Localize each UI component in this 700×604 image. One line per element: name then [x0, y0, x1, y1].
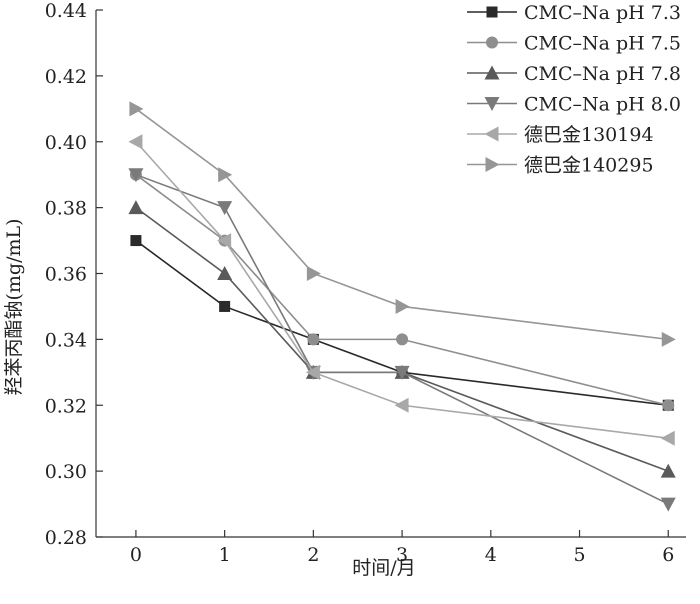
data-point [660, 497, 676, 512]
x-tick-label: 1 [219, 544, 231, 566]
legend-entry: CMC–Na pH 7.3 [467, 2, 681, 24]
legend-marker [486, 36, 498, 49]
legend-entry: CMC–Na pH 7.8 [467, 63, 681, 85]
data-point [662, 399, 675, 412]
series-layer [128, 101, 676, 512]
data-point [394, 397, 409, 413]
y-tick-label: 0.42 [45, 66, 87, 88]
legend-marker [486, 6, 498, 18]
x-tick-label: 4 [485, 544, 497, 566]
legend-entry: CMC–Na pH 7.5 [467, 33, 681, 55]
legend-marker [484, 97, 500, 111]
data-point [128, 200, 144, 215]
data-point [660, 430, 675, 446]
series-5 [128, 134, 675, 446]
data-point [130, 235, 142, 247]
data-point [219, 300, 231, 312]
y-tick-label: 0.32 [45, 395, 87, 417]
y-tick-label: 0.28 [45, 527, 87, 549]
data-point [129, 101, 144, 117]
data-point [128, 134, 143, 150]
y-axis-label: 羟苯丙酯钠(mg/mL) [3, 218, 25, 395]
x-tick-label: 0 [130, 544, 142, 566]
series-1 [130, 235, 674, 411]
x-tick-label: 3 [396, 544, 408, 566]
x-axis-label: 时间/月 [352, 557, 415, 579]
data-point [307, 333, 320, 346]
series-6 [129, 101, 676, 347]
data-point [128, 168, 144, 183]
legend-label: 德巴金140295 [524, 155, 654, 177]
legend-marker [484, 65, 500, 80]
data-point [217, 201, 233, 216]
data-point [396, 333, 409, 346]
legend-label: CMC–Na pH 7.5 [524, 33, 681, 55]
data-point [217, 266, 233, 280]
y-tick-label: 0.36 [45, 264, 87, 286]
y-tick-label: 0.38 [45, 198, 87, 220]
x-tick-label: 2 [307, 544, 319, 566]
data-point [660, 463, 676, 478]
y-tick-label: 0.40 [45, 132, 87, 154]
legend-label: 德巴金130194 [524, 124, 654, 146]
y-tick-label: 0.30 [45, 461, 87, 483]
legend-label: CMC–Na pH 7.8 [524, 63, 681, 85]
x-tick-label: 5 [573, 544, 585, 566]
legend-entry: 德巴金130194 [467, 124, 654, 146]
y-tick-label: 0.34 [45, 329, 87, 351]
legend-entry: 德巴金140295 [467, 155, 654, 177]
data-point [218, 167, 233, 183]
legend-entry: CMC–Na pH 8.0 [467, 94, 681, 116]
data-point [661, 331, 676, 347]
data-point [305, 364, 320, 380]
x-tick-label: 6 [662, 544, 674, 566]
series-line [135, 239, 669, 407]
series-line [135, 141, 669, 439]
legend-marker [484, 126, 499, 142]
data-point [306, 266, 321, 281]
legend-label: CMC–Na pH 8.0 [524, 94, 681, 116]
legend: CMC–Na pH 7.3 CMC–Na pH 7.5 CMC–Na pH 7.8 C… [467, 2, 681, 177]
legend-label: CMC–Na pH 7.3 [524, 2, 681, 24]
data-point [395, 298, 410, 314]
axes: 0.28 0.30 0.32 0.34 0.36 0.38 0.40 0.42 0.44 0 1 2 3… [45, 0, 686, 566]
data-point [217, 233, 232, 249]
y-tick-label: 0.44 [45, 0, 87, 22]
data-point [394, 365, 410, 380]
legend-marker [485, 157, 500, 172]
